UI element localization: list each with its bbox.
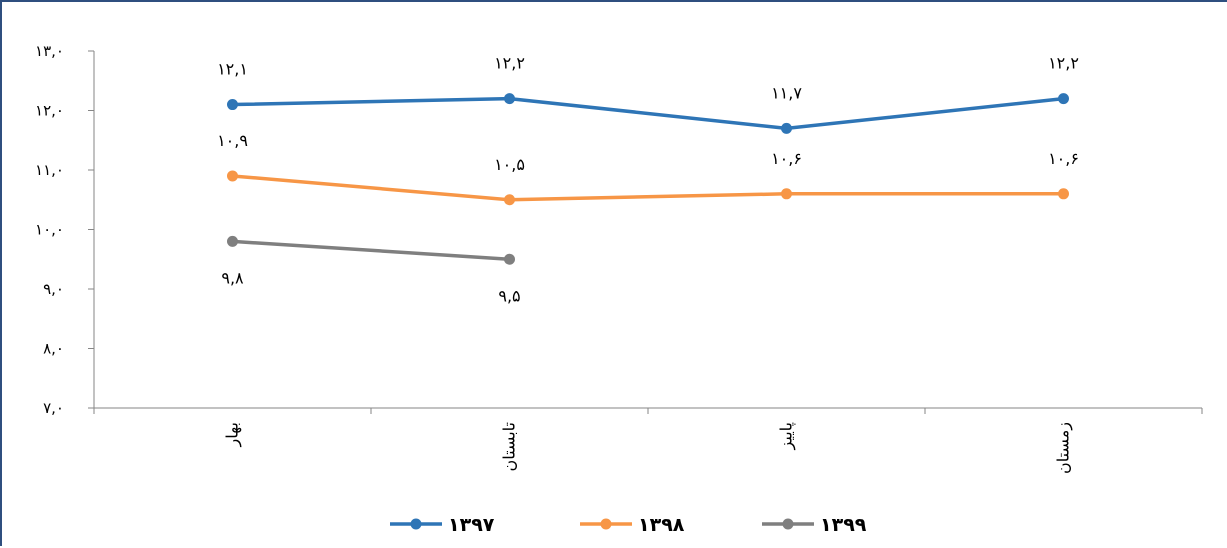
- series-point: [781, 188, 792, 200]
- y-tick-label: ۱۲,۰: [35, 102, 64, 120]
- y-tick-label: ۹,۰: [43, 280, 64, 298]
- data-label: ۱۲,۱: [217, 60, 248, 79]
- data-label: ۱۰,۹: [217, 131, 248, 150]
- data-label: ۱۰,۶: [771, 149, 802, 168]
- x-category-label: بهار: [223, 422, 243, 447]
- data-labels: ۱۲,۱ ۱۲,۲ ۱۱,۷ ۱۲,۲ ۱۰,۹ ۱۰,۵ ۱۰,۶ ۱۰,۶ ۹,۸ ۹,۵: [217, 54, 1079, 306]
- series-line: [232, 239, 510, 261]
- series-point: [781, 122, 792, 134]
- series-point: [504, 253, 515, 265]
- x-category-label: زمستان: [1054, 422, 1074, 474]
- series-point: [227, 99, 238, 111]
- data-label: ۱۲,۲: [494, 54, 525, 73]
- series-lines: [232, 96, 1064, 261]
- y-tick-label: ۱۳,۰: [35, 42, 64, 60]
- x-axis-categories: بهار تابستان پاییز زمستان: [93, 408, 1203, 474]
- x-category-label: تابستان: [500, 422, 519, 472]
- y-tick-label: ۸,۰: [43, 340, 64, 358]
- data-label: ۱۱,۷: [771, 83, 802, 102]
- data-label: ۱۰,۶: [1048, 149, 1079, 168]
- series-line: [232, 174, 1064, 202]
- y-tick-label: ۱۰,۰: [35, 221, 64, 239]
- series-point: [1058, 188, 1069, 200]
- legend-label: ۱۳۹۹: [820, 514, 867, 536]
- legend-marker: [782, 518, 794, 530]
- legend-label: ۱۳۹۷: [448, 514, 495, 536]
- data-label: ۹,۵: [498, 286, 520, 305]
- series-point: [504, 194, 515, 206]
- data-label: ۱۲,۲: [1048, 54, 1079, 73]
- series-point: [227, 235, 238, 247]
- y-tick-label: ۱۱,۰: [35, 161, 64, 179]
- legend-label: ۱۳۹۸: [638, 514, 685, 536]
- series-line: [232, 96, 1064, 131]
- data-label: ۹,۸: [221, 268, 244, 287]
- series-point: [1058, 93, 1069, 105]
- y-axis-ticks: ۷,۰ ۸,۰ ۹,۰ ۱۰,۰ ۱۱,۰ ۱۲,۰ ۱۳,۰: [35, 42, 94, 417]
- y-tick-label: ۷,۰: [43, 399, 64, 417]
- series-points: [227, 93, 1069, 265]
- legend-marker: [410, 518, 422, 530]
- legend: ۱۳۹۷ ۱۳۹۸ ۱۳۹۹: [390, 514, 867, 536]
- data-label: ۱۰,۵: [494, 155, 525, 174]
- legend-marker: [600, 518, 612, 530]
- series-point: [504, 93, 515, 105]
- series-point: [227, 170, 238, 182]
- x-category-label: پاییز: [777, 422, 797, 450]
